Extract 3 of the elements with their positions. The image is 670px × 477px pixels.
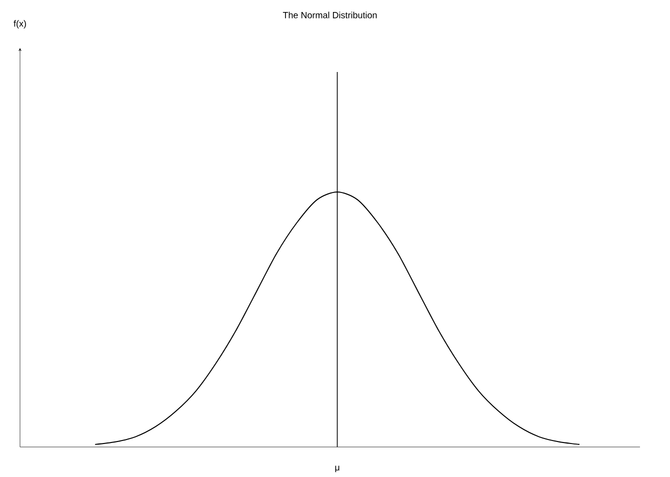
chart-title: The Normal Distribution (282, 12, 377, 18)
text: f(x) (14, 20, 26, 29)
text: μ (335, 466, 340, 472)
